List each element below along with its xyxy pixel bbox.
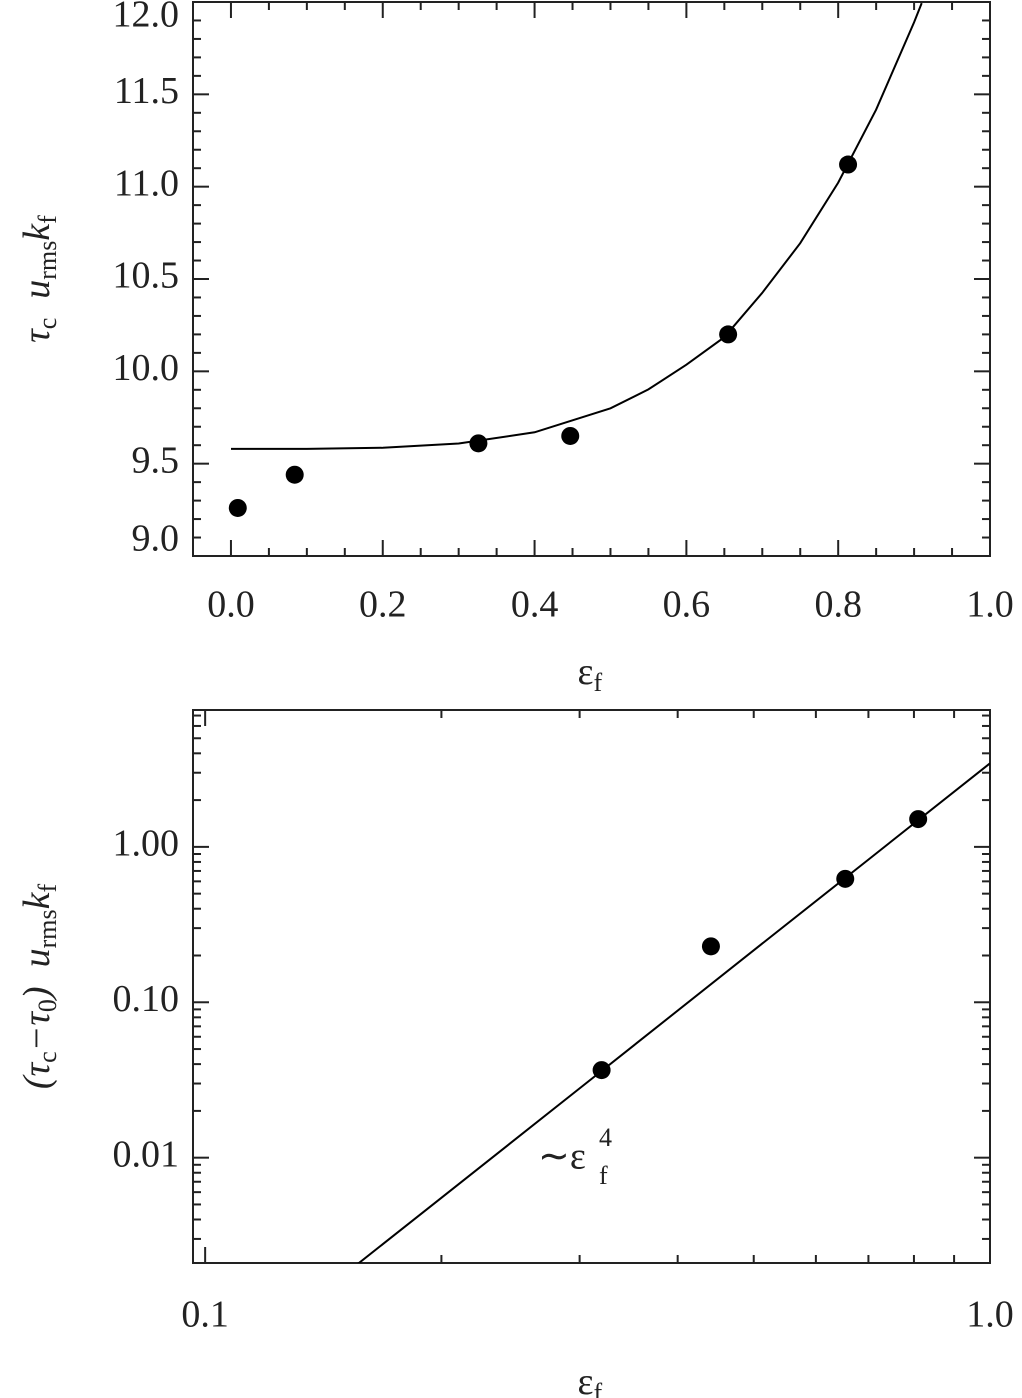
y-tick-label: 9.5 [132,439,180,481]
subscript: f [593,668,602,697]
subscript: rms [33,241,62,280]
y-tick-label: 11.5 [114,70,179,112]
subscript: f [593,1378,602,1398]
annotation-sub: f [599,1161,608,1190]
y-tick-label: 12.0 [113,0,180,36]
label-part: ) u [16,948,58,1001]
subscript: rms [33,909,62,948]
data-point [701,937,720,956]
label-part: −τ [16,1011,58,1052]
y-tick-label: 9.0 [132,518,180,560]
annotation: ∼ε [538,1136,586,1178]
plot-frame [192,1,991,557]
subscript: 0 [33,999,62,1012]
label-part: u [16,280,58,318]
y-axis-title: τc urmskf [16,215,62,343]
y-tick-label: 0.10 [113,978,180,1020]
y-tick-label: 10.5 [113,255,180,297]
data-point [469,434,488,453]
data-point [561,426,580,445]
data-point [228,498,247,517]
annotation-sup: 4 [599,1123,612,1152]
x-tick-label: 0.2 [359,584,407,626]
x-tick-label: 0.8 [814,584,862,626]
x-tick-label: 0.6 [663,584,711,626]
data-point [719,325,738,344]
label-part: ε [578,651,594,693]
x-axis-title: εf [578,1361,603,1398]
y-tick-label: 1.00 [113,823,180,865]
x-tick-label: 1.0 [966,584,1014,626]
panel: 0.0 0.2 0.4 0.6 0.8 1.0 9.0 9.5 10.0 10.5 11.0 11.5… [16,0,1014,697]
label-part: k [16,223,58,241]
subscript: f [33,215,62,224]
label-part: ε [578,1361,594,1398]
data-point [285,465,304,484]
plot-frame [192,709,991,1264]
y-tick-label: 11.0 [114,162,179,204]
label-part: (τ [16,1061,58,1089]
y-tick-label: 10.0 [113,347,180,389]
subscript: f [33,884,62,893]
y-axis-title: (τc−τ0) urmskf [16,884,62,1090]
x-tick-label: 0.0 [207,584,255,626]
fit-line [357,762,990,1263]
label-part: τ [16,328,58,343]
x-axis-title: εf [578,651,603,697]
x-tick-label: 1.0 [966,1294,1014,1336]
subscript: c [33,1051,62,1063]
x-tick-label: 0.1 [181,1294,229,1336]
subscript: c [33,318,62,330]
x-tick-label: 0.4 [511,584,559,626]
fit-line [231,2,923,450]
label-part: k [16,891,58,909]
y-tick-label: 0.01 [113,1133,180,1175]
